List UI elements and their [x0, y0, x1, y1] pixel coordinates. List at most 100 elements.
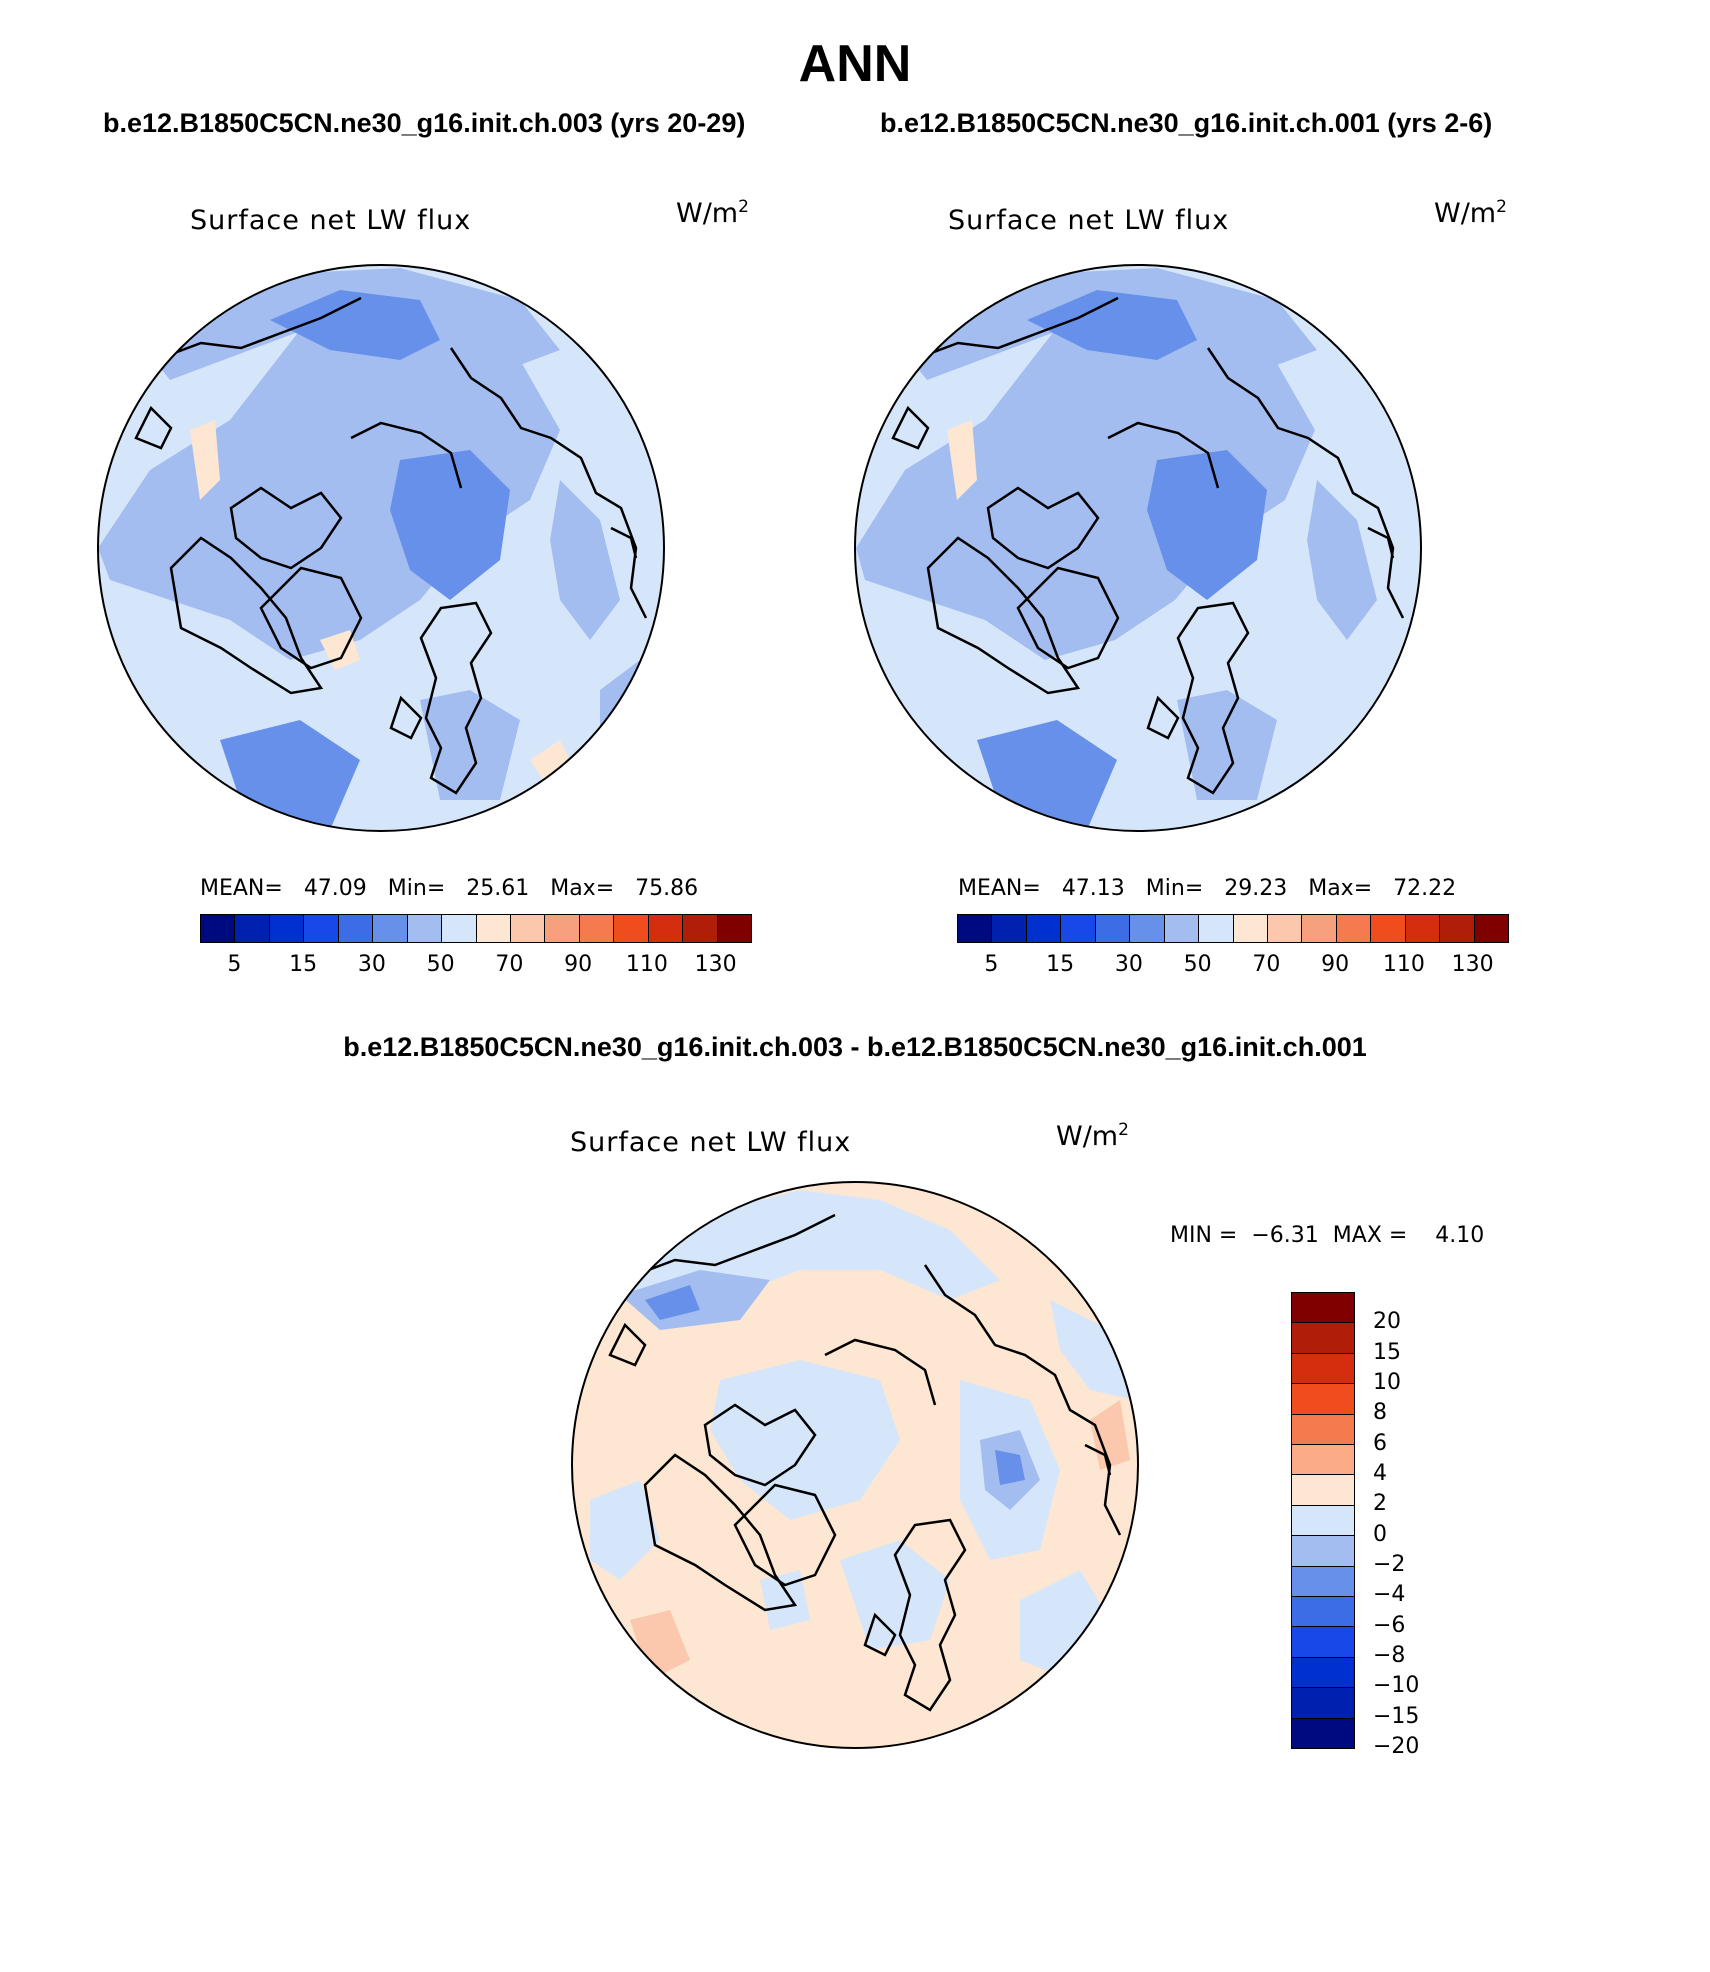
max-value: 75.86: [635, 876, 699, 901]
colorbar-swatch: [1267, 915, 1303, 942]
colorbar-label: 30: [357, 952, 386, 977]
min-value: −6.31: [1251, 1223, 1319, 1248]
colorbar-swatch: [1292, 1353, 1354, 1385]
colorbar-swatch: [614, 915, 649, 942]
colorbar-swatch: [1405, 915, 1441, 942]
season-title: ANN: [798, 35, 912, 93]
colorbar-label: −8: [1373, 1643, 1406, 1668]
colorbar-swatch: [1130, 915, 1165, 942]
colorbar-label: 90: [564, 952, 593, 977]
colorbar-label: 110: [1382, 952, 1425, 977]
colorbar-swatch: [1292, 1293, 1354, 1324]
colorbar-label: 5: [984, 952, 999, 977]
colorbar-label: 5: [227, 952, 242, 977]
colorbar-left: [200, 914, 752, 943]
colorbar-label: 15: [1373, 1339, 1401, 1365]
colorbar-swatch: [1474, 915, 1508, 942]
stats-diff: MIN = −6.31 MAX = 4.10: [1170, 1223, 1484, 1248]
colorbar-swatch: [1292, 1414, 1354, 1446]
colorbar-swatch: [304, 915, 339, 942]
colorbar-label: 6: [1373, 1430, 1387, 1456]
colorbar-swatch: [717, 915, 751, 942]
colorbar-swatch: [1336, 915, 1372, 942]
stats-left: MEAN= 47.09 Min= 25.61 Max= 75.86: [200, 876, 698, 901]
colorbar-swatch: [1292, 1688, 1354, 1719]
colorbar-swatch: [1026, 915, 1062, 942]
colorbar-swatch: [1292, 1718, 1354, 1749]
colorbar-swatch: [1292, 1445, 1354, 1476]
colorbar-swatch: [201, 915, 236, 942]
colorbar-label: 15: [289, 952, 318, 977]
colorbar-diff: [1291, 1292, 1355, 1749]
colorbar-label: 50: [1183, 952, 1212, 977]
colorbar-swatch: [1292, 1323, 1354, 1354]
colorbar-swatch: [579, 915, 615, 942]
colorbar-swatch: [1164, 915, 1200, 942]
colorbar-swatch: [1302, 915, 1337, 942]
colorbar-label: −4: [1373, 1582, 1406, 1608]
colorbar-swatch: [992, 915, 1027, 942]
case-title-right: b.e12.B1850C5CN.ne30_g16.init.ch.001 (yr…: [880, 108, 1493, 138]
colorbar-label: −6: [1373, 1612, 1406, 1638]
min-label: Min=: [387, 876, 446, 901]
mean-label: MEAN=: [958, 876, 1041, 901]
colorbar-label: 0: [1373, 1521, 1387, 1547]
max-label: Max=: [1308, 876, 1373, 901]
mean-label: MEAN=: [200, 876, 283, 901]
colorbar-swatch: [648, 915, 684, 942]
min-label: MIN =: [1170, 1223, 1238, 1248]
colorbar-swatch: [1440, 915, 1475, 942]
colorbar-right-labels: 5 15 30 50 70 90 110 130: [957, 952, 1507, 982]
colorbar-swatch: [1292, 1597, 1354, 1628]
colorbar-swatch: [442, 915, 477, 942]
mean-value: 47.13: [1061, 876, 1125, 901]
max-value: 4.10: [1435, 1223, 1485, 1248]
colorbar-swatch: [373, 915, 408, 942]
min-value: 25.61: [466, 876, 530, 901]
colorbar-label: −2: [1373, 1552, 1406, 1577]
max-label: Max=: [550, 876, 615, 901]
colorbar-label: −15: [1373, 1703, 1420, 1729]
colorbar-swatch: [1233, 915, 1268, 942]
units-diff: W/m2: [1056, 1120, 1129, 1152]
colorbar-swatch: [1292, 1566, 1354, 1598]
colorbar-label: 130: [1451, 952, 1494, 977]
colorbar-right: [957, 914, 1509, 943]
colorbar-swatch: [1371, 915, 1406, 942]
colorbar-swatch: [1061, 915, 1096, 942]
colorbar-label: 70: [495, 952, 524, 977]
min-value: 29.23: [1224, 876, 1288, 901]
stats-right: MEAN= 47.13 Min= 29.23 Max= 72.22: [958, 876, 1456, 901]
colorbar-left-labels: 5 15 30 50 70 90 110 130: [200, 952, 750, 982]
colorbar-label: 10: [1373, 1370, 1401, 1395]
colorbar-label: 130: [694, 952, 737, 977]
colorbar-swatch: [407, 915, 443, 942]
colorbar-diff-labels: 20 15 10 8 6 4 2 0 −2 −4 −6 −8 −10 −15 −20: [1373, 1292, 1433, 1759]
colorbar-label: 30: [1114, 952, 1143, 977]
units-right: W/m2: [1434, 197, 1507, 229]
colorbar-swatch: [476, 915, 511, 942]
units-left: W/m2: [676, 197, 749, 229]
colorbar-swatch: [1095, 915, 1131, 942]
colorbar-label: −10: [1373, 1673, 1420, 1699]
colorbar-label: 70: [1252, 952, 1281, 977]
colorbar-swatch: [1292, 1505, 1354, 1537]
colorbar-label: 110: [625, 952, 668, 977]
mean-value: 47.09: [303, 876, 367, 901]
colorbar-label: 8: [1373, 1400, 1387, 1426]
max-value: 72.22: [1393, 876, 1457, 901]
colorbar-label: 90: [1321, 952, 1350, 977]
plot-title-right: Surface net LW flux: [948, 205, 1230, 236]
case-title-left: b.e12.B1850C5CN.ne30_g16.init.ch.003 (yr…: [103, 108, 746, 138]
colorbar-swatch: [1199, 915, 1234, 942]
colorbar-swatch: [958, 915, 993, 942]
colorbar-label: 15: [1046, 952, 1075, 977]
colorbar-swatch: [1292, 1657, 1354, 1689]
colorbar-swatch: [269, 915, 305, 942]
plot-title-diff: Surface net LW flux: [570, 1127, 852, 1158]
colorbar-label: 2: [1373, 1491, 1387, 1517]
colorbar-label: 4: [1373, 1461, 1387, 1486]
colorbar-swatch: [1292, 1536, 1354, 1567]
plot-title-left: Surface net LW flux: [190, 205, 472, 236]
